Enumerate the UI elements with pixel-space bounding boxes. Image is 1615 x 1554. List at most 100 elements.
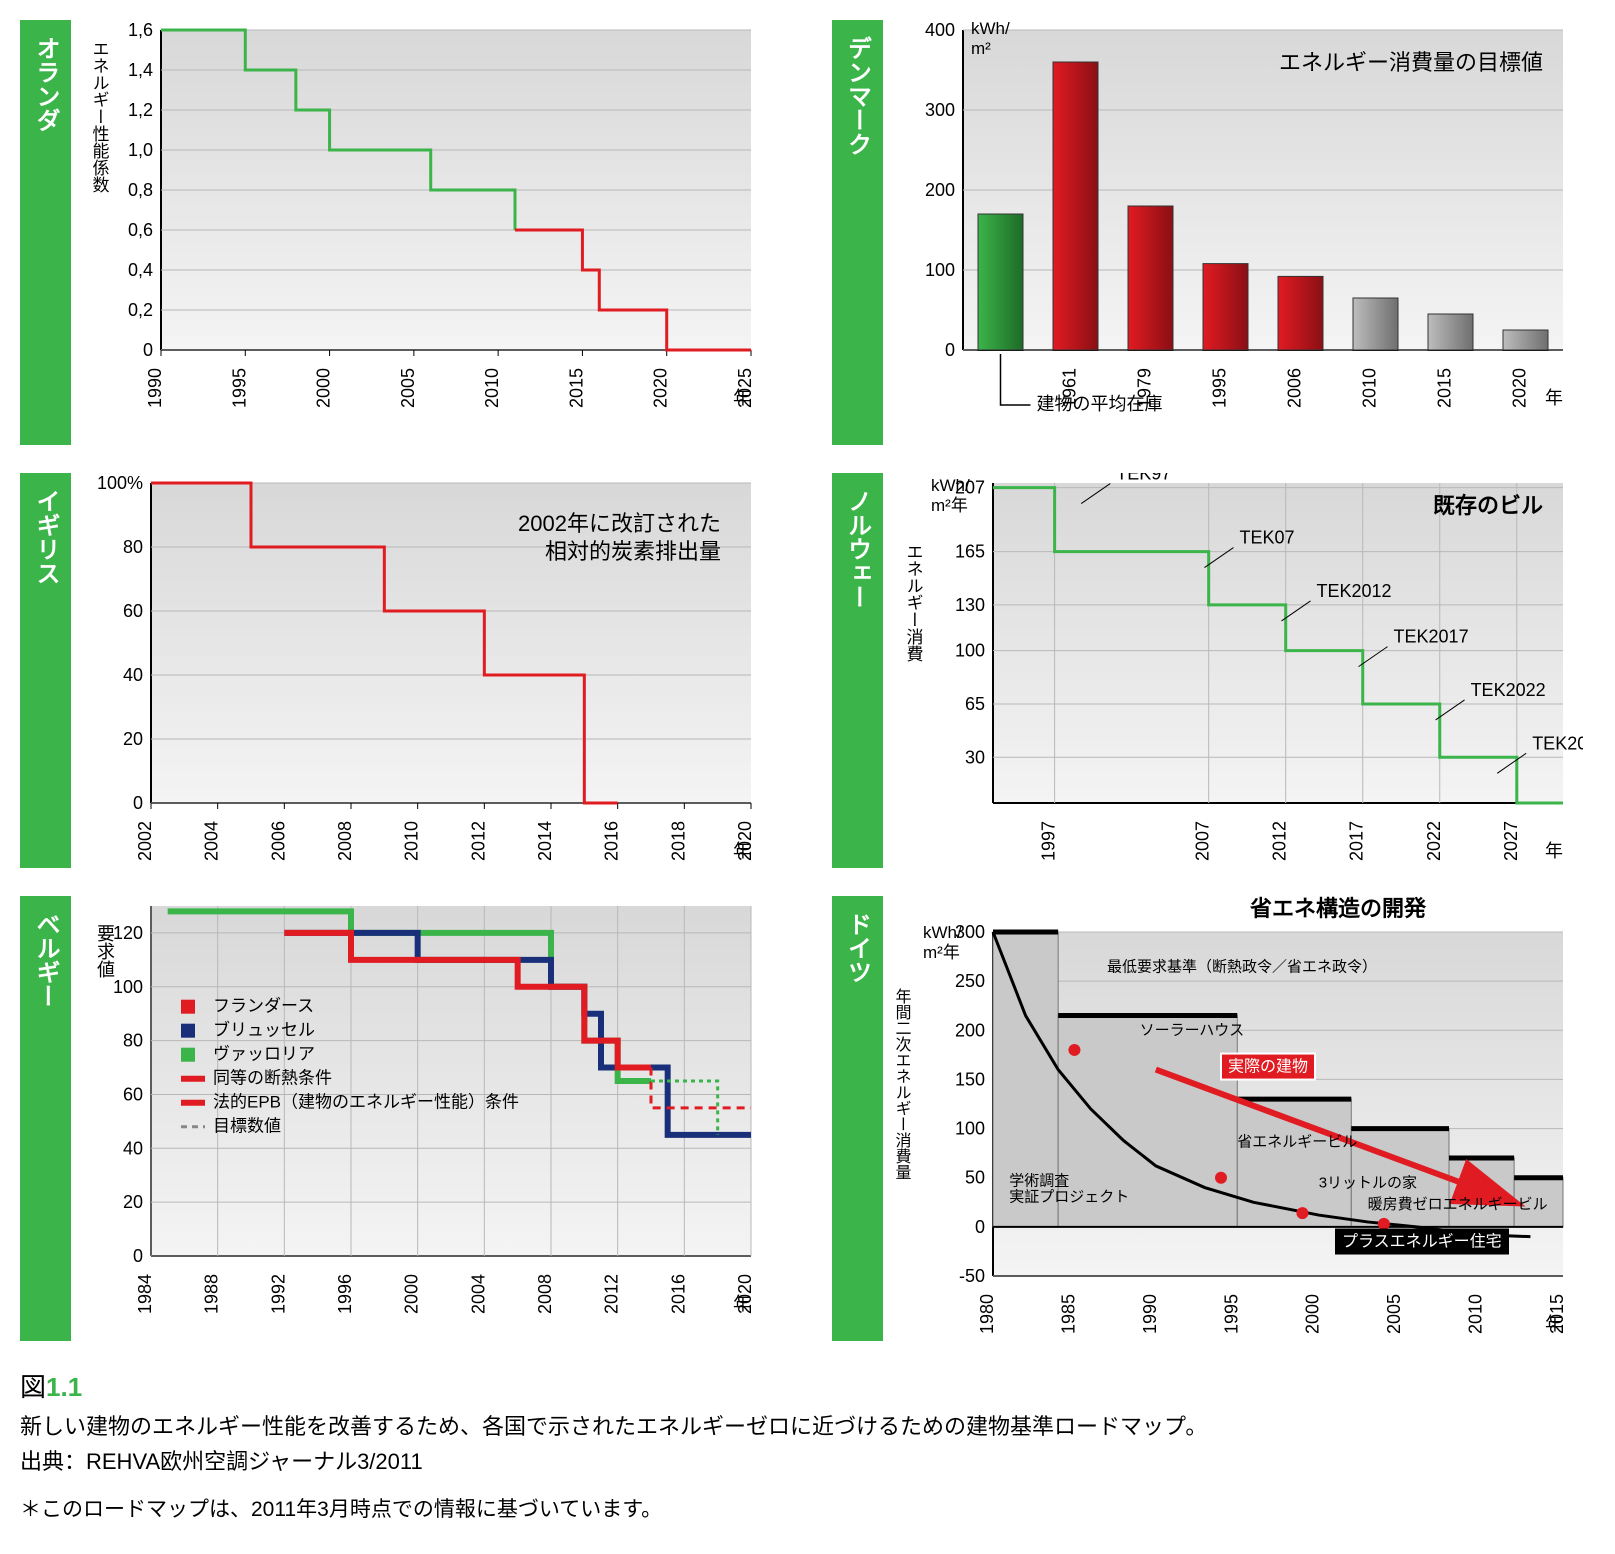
chart-netherlands: 00,20,40,60,81,01,21,41,6199019952000200… [71,20,771,410]
svg-text:実際の建物: 実際の建物 [1228,1058,1308,1076]
svg-text:2020: 2020 [651,368,671,408]
figure-number: 1.1 [46,1372,82,1402]
svg-text:1980: 1980 [977,1294,997,1334]
panel-denmark: デンマーク 0100200300400kWh/m²196119791995200… [832,20,1596,445]
chart-norway: 3065100130165207199720072012201720222027… [883,473,1583,863]
svg-text:80: 80 [123,537,143,557]
figure-caption: 図1.1 新しい建物のエネルギー性能を改善するため、各国で示されたエネルギーゼロ… [20,1367,1595,1527]
svg-text:60: 60 [123,1084,143,1104]
country-tab-norway: ノルウェー [832,473,883,868]
svg-text:エネルギー消費: エネルギー消費 [903,543,923,662]
svg-text:20: 20 [123,729,143,749]
svg-text:0,8: 0,8 [128,180,153,200]
svg-text:1,0: 1,0 [128,140,153,160]
panel-norway: ノルウェー 3065100130165207199720072012201720… [832,473,1596,868]
svg-text:3リットルの家: 3リットルの家 [1318,1175,1416,1192]
svg-text:1984: 1984 [135,1274,155,1314]
svg-text:目標数値: 目標数値 [213,1117,281,1136]
svg-text:200: 200 [954,1020,984,1040]
svg-text:2014: 2014 [535,821,555,861]
svg-text:TEK2012: TEK2012 [1316,581,1391,601]
svg-text:0: 0 [133,793,143,813]
svg-text:要求値: 要求値 [95,924,115,978]
svg-text:400: 400 [924,20,954,40]
svg-text:2010: 2010 [1359,368,1379,408]
svg-text:1996: 1996 [335,1274,355,1314]
svg-text:120: 120 [113,923,143,943]
svg-text:2005: 2005 [398,368,418,408]
svg-text:1,6: 1,6 [128,20,153,40]
svg-text:2010: 2010 [1465,1294,1485,1334]
panel-uk: イギリス 020406080100%2002200420062008201020… [20,473,784,868]
svg-text:年: 年 [1545,841,1563,861]
svg-text:0: 0 [133,1246,143,1266]
svg-text:0,2: 0,2 [128,300,153,320]
svg-text:0: 0 [974,1217,984,1237]
svg-text:年: 年 [733,841,751,861]
caption-footnote: ＊このロードマップは、2011年3月時点での情報に基づいています。 [20,1493,1595,1527]
svg-text:年: 年 [1545,1314,1563,1334]
svg-text:2012: 2012 [602,1274,622,1314]
svg-text:m²年: m²年 [923,943,960,962]
country-tab-germany: ドイツ [832,896,883,1341]
svg-text:kWh/: kWh/ [971,20,1010,38]
chart-grid: オランダ 00,20,40,60,81,01,21,41,61990199520… [20,20,1595,1341]
svg-text:20: 20 [123,1192,143,1212]
svg-text:学術調査: 学術調査 [1009,1173,1069,1190]
svg-text:暖房費ゼロエネルギービル: 暖房費ゼロエネルギービル [1367,1196,1547,1213]
svg-text:2004: 2004 [202,821,222,861]
svg-text:2002: 2002 [135,821,155,861]
svg-text:2015: 2015 [1434,368,1454,408]
svg-text:省エネ構造の開発: 省エネ構造の開発 [1248,896,1426,921]
svg-text:建物の平均在庫: 建物の平均在庫 [1036,394,1162,414]
svg-text:1995: 1995 [1221,1294,1241,1334]
svg-text:2010: 2010 [402,821,422,861]
svg-text:ブリュッセル: ブリュッセル [213,1020,315,1040]
svg-text:エネルギー性能係数: エネルギー性能係数 [90,40,110,193]
svg-text:0: 0 [944,340,954,360]
svg-text:1988: 1988 [202,1274,222,1314]
svg-text:フランダース: フランダース [213,997,314,1016]
svg-text:1995: 1995 [229,368,249,408]
svg-text:2022: 2022 [1423,821,1443,861]
svg-text:kWh/: kWh/ [931,476,970,495]
chart-denmark: 0100200300400kWh/m²196119791995200620102… [883,20,1583,440]
figure-label-prefix: 図 [20,1372,46,1402]
chart-belgium: 0204060801001201984198819921996200020042… [71,896,771,1316]
svg-text:2012: 2012 [1269,821,1289,861]
svg-text:実証プロジェクト: 実証プロジェクト [1009,1188,1129,1205]
svg-text:50: 50 [964,1168,984,1188]
svg-text:年間二次エネルギー消費量: 年間二次エネルギー消費量 [892,988,911,1180]
svg-text:1,4: 1,4 [128,60,153,80]
svg-text:m²年: m²年 [931,496,968,515]
chart-germany: 省エネ構造の開発-5005010015020025030019801985199… [883,896,1583,1336]
svg-text:1,2: 1,2 [128,100,153,120]
svg-text:相対的炭素排出量: 相対的炭素排出量 [545,539,721,564]
svg-text:300: 300 [924,100,954,120]
svg-text:2017: 2017 [1346,821,1366,861]
svg-text:TEK07: TEK07 [1239,528,1294,548]
country-tab-netherlands: オランダ [20,20,71,445]
svg-text:2015: 2015 [566,368,586,408]
svg-text:2016: 2016 [668,1274,688,1314]
svg-text:TEK2017: TEK2017 [1393,627,1468,647]
svg-text:法的EPB（建物のエネルギー性能）条件: 法的EPB（建物のエネルギー性能）条件 [213,1093,519,1112]
svg-text:100%: 100% [97,473,143,493]
svg-text:1992: 1992 [268,1274,288,1314]
svg-text:kWh/: kWh/ [923,923,962,942]
svg-text:エネルギー消費量の目標値: エネルギー消費量の目標値 [1278,50,1542,75]
svg-text:2002年に改訂された: 2002年に改訂された [518,511,721,536]
svg-text:1985: 1985 [1058,1294,1078,1334]
svg-text:1990: 1990 [145,368,165,408]
svg-text:年: 年 [733,388,751,408]
svg-text:1990: 1990 [1139,1294,1159,1334]
country-tab-uk: イギリス [20,473,71,868]
svg-text:65: 65 [964,694,984,714]
svg-text:TEK2027: TEK2027 [1532,733,1583,753]
svg-text:40: 40 [123,1138,143,1158]
svg-text:最低要求基準（断熱政令／省エネ政令）: 最低要求基準（断熱政令／省エネ政令） [1107,958,1377,975]
svg-text:ソーラーハウス: ソーラーハウス [1139,1022,1244,1039]
svg-text:ヴァッロリア: ヴァッロリア [213,1045,315,1064]
svg-text:2000: 2000 [314,368,334,408]
svg-text:2004: 2004 [468,1274,488,1314]
